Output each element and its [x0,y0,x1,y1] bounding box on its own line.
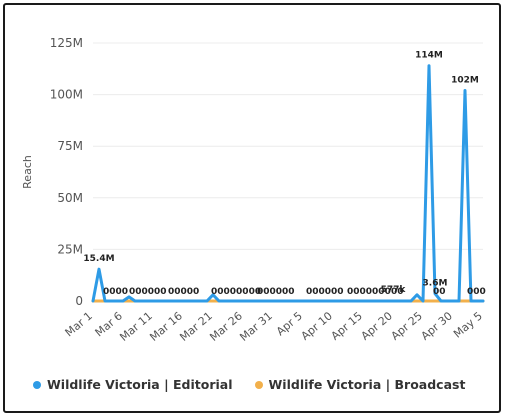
zero-data-label: 000000 [257,287,295,297]
zero-data-label: 000 [467,287,486,297]
zero-data-label: 000000 [129,287,167,297]
data-label: 577k [381,285,407,295]
legend-item-broadcast[interactable]: Wildlife Victoria | Broadcast [254,377,466,392]
data-label: 102M [451,75,479,85]
legend-label-broadcast: Wildlife Victoria | Broadcast [268,377,466,392]
x-tick-label: Apr 25 [389,309,425,342]
x-tick-label: Mar 31 [237,309,275,344]
y-axis-ticks: 0 25M 50M 75M 100M 125M [50,36,83,308]
y-tick-label: 25M [57,242,83,256]
zero-data-label: 0000000 [347,287,391,297]
chart-frame: 0 25M 50M 75M 100M 125M Reach Mar 1 Mar 6 Mar 1… [3,3,501,413]
series-lines [91,64,485,303]
data-label: 15.4M [83,254,114,264]
y-tick-label: 100M [50,88,83,102]
x-tick-label: Apr 15 [329,309,365,342]
x-tick-label: Apr 20 [359,309,395,342]
x-tick-label: Mar 11 [117,309,155,344]
data-label: 3.6M [423,279,448,289]
legend-dot-broadcast [254,380,263,389]
data-label: 114M [415,51,443,61]
x-tick-label: Apr 30 [419,309,455,342]
zero-data-label: 000000 [306,287,344,297]
y-tick-label: 75M [57,139,83,153]
zero-data-label: 00000 [168,287,199,297]
zero-data-label: 00 [391,287,404,297]
legend-item-editorial[interactable]: Wildlife Victoria | Editorial [33,377,233,392]
y-tick-label: 50M [57,191,83,205]
legend-dot-editorial [33,380,41,389]
legend-label-editorial: Wildlife Victoria | Editorial [47,377,233,392]
series-line [91,64,485,303]
y-tick-label: 125M [50,36,83,50]
x-tick-label: Mar 16 [147,309,185,344]
zero-data-label: 0000 [103,287,128,297]
y-axis-label: Reach [21,155,34,189]
zero-data-label: 00000000 [211,287,261,297]
x-tick-label: Mar 21 [177,309,215,344]
legend: Wildlife Victoria | Editorial Wildlife V… [33,377,465,392]
data-labels: 15.4M 114M 3.6M 102M 577k [83,51,478,295]
x-tick-label: May 5 [451,309,485,340]
y-tick-label: 0 [75,294,83,308]
x-tick-label: Mar 26 [207,309,245,344]
x-tick-label: Mar 1 [63,309,95,339]
x-tick-label: Apr 10 [299,309,335,342]
zero-data-label: 00 [433,287,446,297]
